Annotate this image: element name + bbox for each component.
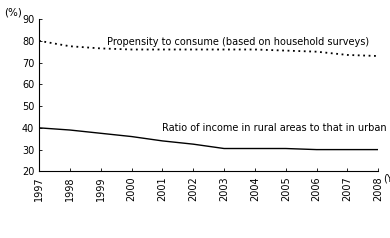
Text: Ratio of income in rural areas to that in urban areas: Ratio of income in rural areas to that i… [162,123,390,133]
Text: (%): (%) [4,7,22,17]
Text: (Year): (Year) [383,173,390,183]
Text: Propensity to consume (based on household surveys): Propensity to consume (based on househol… [107,37,369,47]
